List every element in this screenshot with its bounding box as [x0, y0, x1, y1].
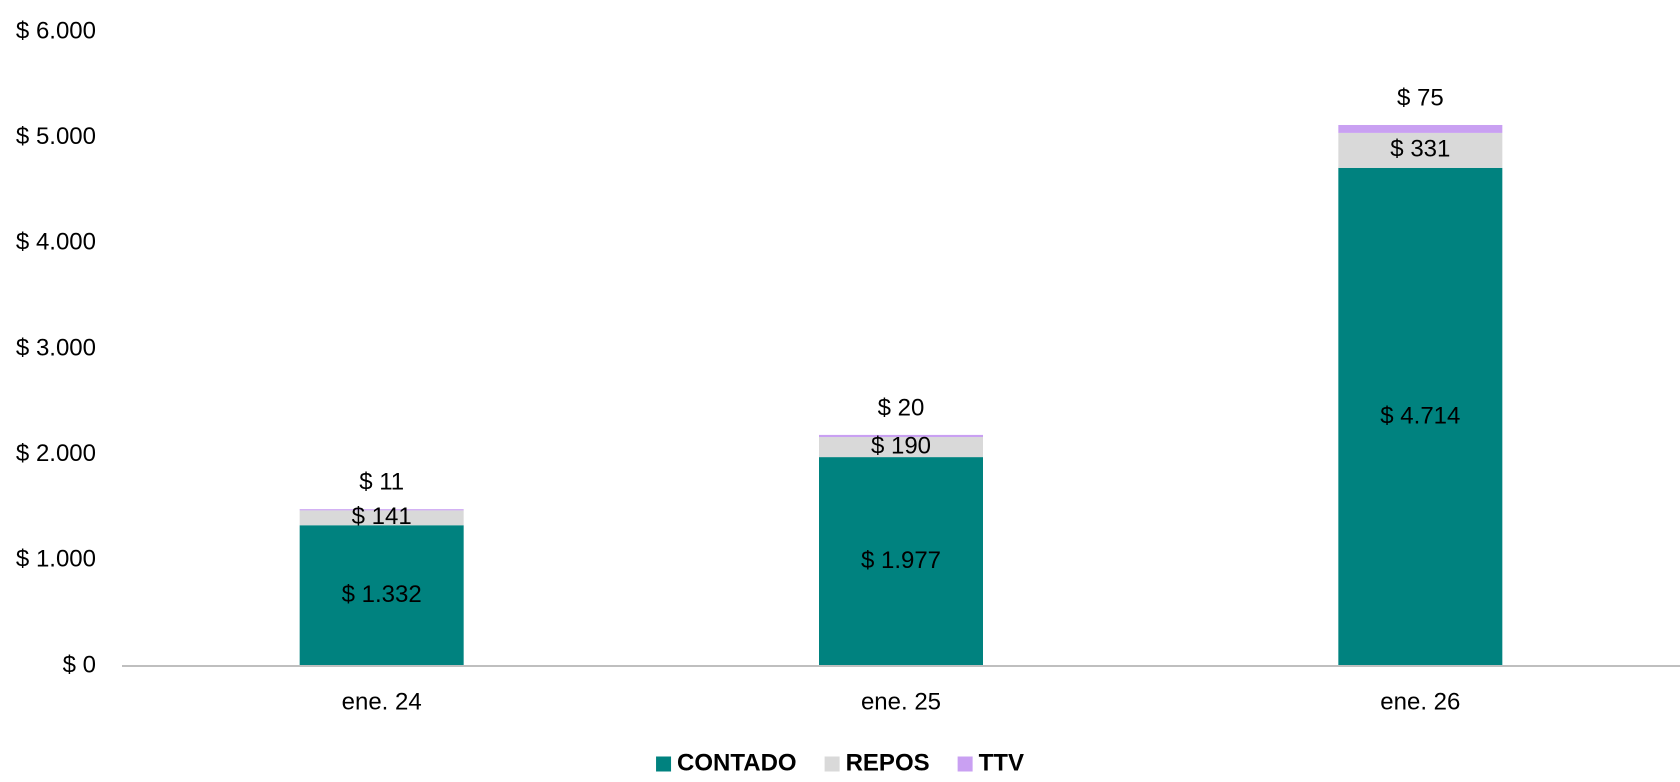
data-label-ttv: $ 11: [359, 469, 404, 496]
data-label-repos: $ 331: [1390, 136, 1450, 163]
y-tick-label: $ 1.000: [16, 546, 96, 573]
data-label-contado: $ 1.332: [342, 581, 422, 608]
x-tick-label: ene. 25: [861, 688, 941, 715]
x-tick-label: ene. 26: [1380, 688, 1460, 715]
legend-item-ttv: TTV: [957, 749, 1024, 776]
legend-label: REPOS: [846, 749, 930, 776]
y-tick-label: $ 5.000: [16, 123, 96, 150]
bar-segment-repos: [1338, 132, 1503, 168]
data-label-repos: $ 190: [871, 432, 931, 459]
bar-segment-contado: [1338, 167, 1503, 666]
legend-label: TTV: [979, 749, 1024, 776]
bars-group: $ 1.332 $ 141 $ 11 $ 1.977 $ 190 $ 20 $ 4.714 $…: [299, 84, 1503, 666]
legend-label: CONTADO: [677, 749, 797, 776]
y-tick-label: $ 3.000: [16, 334, 96, 361]
bar-segment-ttv: [299, 509, 464, 511]
bar-segment-contado: [819, 457, 983, 666]
y-tick-label: $ 4.000: [16, 229, 96, 256]
legend-swatch: [957, 756, 973, 772]
y-tick-label: $ 2.000: [16, 440, 96, 467]
bar-segment-ttv: [1338, 124, 1503, 133]
bar-segment-repos: [819, 437, 983, 458]
x-axis-ticks: ene. 24 ene. 25 ene. 26: [342, 688, 1461, 715]
data-label-contado: $ 4.714: [1380, 402, 1460, 429]
data-label-contado: $ 1.977: [861, 547, 941, 574]
y-axis-ticks: $ 0 $ 1.000 $ 2.000 $ 3.000 $ 4.000 $ 5.000 $ …: [16, 17, 96, 678]
legend-item-repos: REPOS: [824, 749, 930, 776]
legend-swatch: [656, 756, 672, 772]
y-tick-label: $ 6.000: [16, 17, 96, 44]
legend-item-contado: CONTADO: [656, 749, 797, 776]
data-label-ttv: $ 20: [878, 394, 925, 421]
data-label-ttv: $ 75: [1397, 84, 1444, 111]
bar-segment-contado: [299, 525, 464, 666]
legend: CONTADO REPOS TTV: [656, 749, 1024, 776]
legend-swatch: [824, 756, 840, 772]
y-tick-label: $ 0: [63, 651, 96, 678]
x-tick-label: ene. 24: [342, 688, 422, 715]
data-label-repos: $ 141: [352, 503, 412, 530]
bar-segment-repos: [299, 510, 464, 526]
bar-segment-ttv: [819, 434, 983, 438]
